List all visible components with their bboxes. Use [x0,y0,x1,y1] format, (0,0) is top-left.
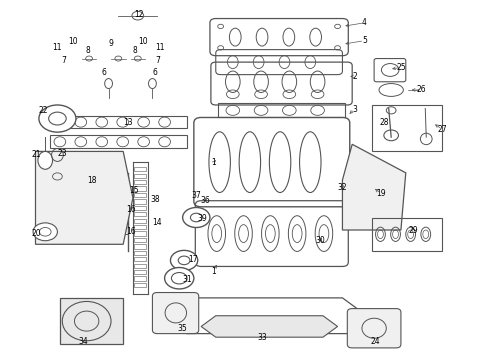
Text: 9: 9 [108,39,113,48]
Text: 19: 19 [377,189,386,198]
Text: 6: 6 [101,68,106,77]
Bar [134,212,146,216]
Bar [372,105,442,152]
Bar [134,283,146,287]
Bar [134,276,146,281]
Bar [134,219,146,223]
Ellipse shape [183,207,210,228]
Polygon shape [201,316,338,337]
Text: 20: 20 [32,229,41,238]
Text: 16: 16 [126,227,136,236]
Text: 8: 8 [132,46,137,55]
Bar [134,270,146,274]
Text: 8: 8 [86,46,91,55]
FancyBboxPatch shape [347,309,401,348]
Text: 15: 15 [129,186,139,195]
Text: 12: 12 [134,10,144,19]
Text: 26: 26 [416,85,426,94]
Bar [134,206,146,210]
Text: 25: 25 [396,63,406,72]
Bar [218,103,345,117]
Polygon shape [60,298,123,344]
Text: 23: 23 [57,149,67,158]
Text: 17: 17 [188,255,197,264]
Text: 4: 4 [362,18,367,27]
Text: 27: 27 [438,125,447,134]
Text: 38: 38 [150,195,160,204]
Text: 29: 29 [408,225,418,234]
Text: 31: 31 [183,275,192,284]
Text: 22: 22 [38,106,48,115]
Text: 5: 5 [362,36,367,45]
Text: 33: 33 [257,333,267,342]
Text: 10: 10 [69,37,78,46]
Ellipse shape [38,152,52,169]
Bar [372,217,442,251]
Bar [134,180,146,184]
Polygon shape [35,152,133,244]
Text: 11: 11 [52,43,62,52]
Ellipse shape [33,223,57,241]
Bar [134,225,146,229]
Ellipse shape [39,105,76,132]
Polygon shape [343,144,406,230]
Text: 2: 2 [352,72,357,81]
Bar [134,199,146,203]
Text: 1: 1 [211,158,216,167]
Bar [134,193,146,197]
Text: 6: 6 [152,68,157,77]
Bar [134,244,146,249]
Text: 21: 21 [32,150,41,159]
Text: 13: 13 [123,118,133,127]
Text: 18: 18 [87,176,96,185]
Bar [50,135,187,148]
Bar [134,238,146,242]
Text: 24: 24 [371,337,380,346]
Bar [134,186,146,191]
Text: 39: 39 [198,214,207,223]
Text: 7: 7 [61,56,66,65]
Text: 36: 36 [200,196,210,205]
Text: 3: 3 [352,105,357,114]
Text: 30: 30 [316,236,325,245]
Text: 7: 7 [155,56,160,65]
Bar [134,167,146,171]
Bar [134,251,146,255]
Text: 32: 32 [338,183,347,192]
Text: 10: 10 [138,37,147,46]
Text: 14: 14 [152,219,162,228]
Text: 11: 11 [155,43,165,52]
Text: 34: 34 [78,337,88,346]
Text: 28: 28 [379,118,389,127]
Bar [134,231,146,236]
Bar [134,257,146,261]
Ellipse shape [165,267,194,289]
Ellipse shape [171,250,198,270]
Text: 35: 35 [178,324,188,333]
Bar [50,116,187,128]
Polygon shape [172,298,367,334]
Bar [134,264,146,268]
FancyBboxPatch shape [152,293,199,334]
Text: 1: 1 [211,267,216,276]
Text: 16: 16 [126,205,136,214]
Bar [134,174,146,178]
Text: 37: 37 [192,191,201,200]
